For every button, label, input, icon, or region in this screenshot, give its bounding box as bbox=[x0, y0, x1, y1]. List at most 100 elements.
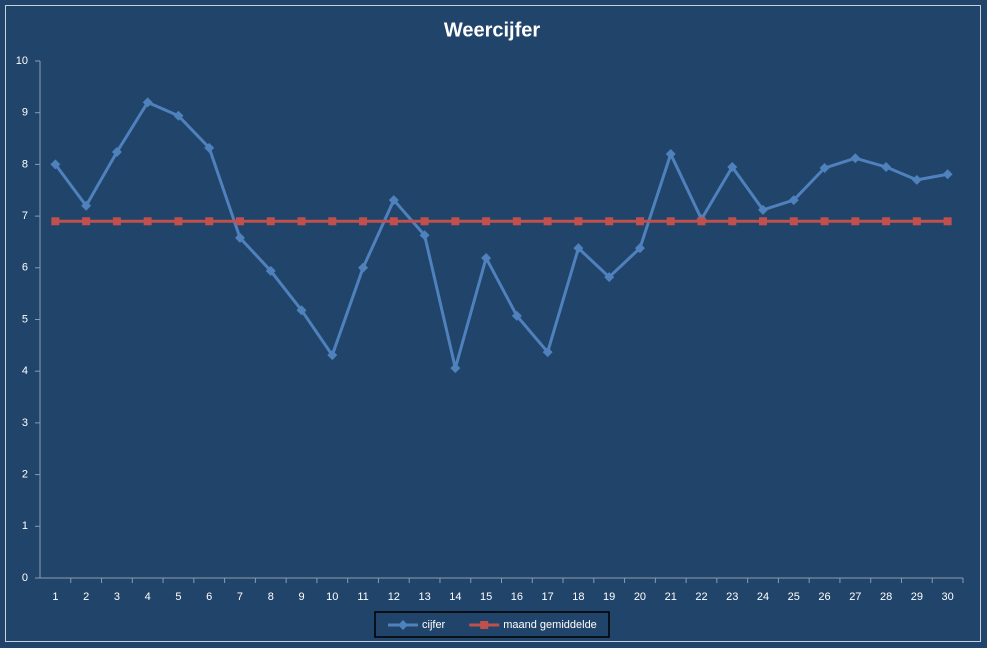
y-tick-label: 6 bbox=[22, 262, 28, 274]
x-tick-label: 2 bbox=[83, 591, 89, 603]
point bbox=[542, 347, 553, 358]
y-tick-label: 8 bbox=[22, 158, 28, 170]
point bbox=[512, 217, 521, 226]
x-tick-label: 13 bbox=[418, 591, 430, 603]
point bbox=[81, 200, 92, 211]
legend-box bbox=[374, 611, 610, 638]
point bbox=[511, 310, 522, 321]
y-tick-label: 1 bbox=[22, 520, 28, 532]
point bbox=[881, 161, 892, 172]
series-line bbox=[54, 100, 948, 369]
point bbox=[543, 217, 552, 226]
point bbox=[388, 195, 399, 206]
point bbox=[788, 195, 799, 206]
point bbox=[327, 350, 338, 361]
y-tick-label: 7 bbox=[22, 210, 28, 222]
x-tick-label: 15 bbox=[480, 591, 492, 603]
x-tick-label: 20 bbox=[634, 591, 646, 603]
x-tick-label: 6 bbox=[206, 591, 212, 603]
x-tick-label: 21 bbox=[665, 591, 677, 603]
y-tick-label: 4 bbox=[22, 365, 28, 377]
point bbox=[451, 217, 460, 226]
point bbox=[143, 217, 152, 226]
point bbox=[604, 272, 615, 283]
point bbox=[50, 159, 61, 170]
point bbox=[359, 217, 368, 226]
x-tick-label: 3 bbox=[114, 591, 120, 603]
point bbox=[758, 204, 769, 215]
x-tick-label: 18 bbox=[572, 591, 584, 603]
x-tick-label: 11 bbox=[357, 591, 368, 603]
point bbox=[942, 169, 953, 180]
point bbox=[481, 252, 492, 263]
point bbox=[759, 217, 768, 226]
x-tick-label: 28 bbox=[880, 591, 892, 603]
chart-border bbox=[5, 5, 981, 642]
point bbox=[296, 305, 307, 316]
x-tick-label: 29 bbox=[911, 591, 923, 603]
point bbox=[205, 217, 214, 226]
point bbox=[235, 217, 244, 226]
point bbox=[851, 217, 860, 226]
x-tick-label: 14 bbox=[449, 591, 461, 603]
x-tick-label: 30 bbox=[941, 591, 953, 603]
x-tick-label: 25 bbox=[788, 591, 800, 603]
point bbox=[573, 243, 584, 254]
point bbox=[204, 142, 215, 153]
point bbox=[820, 217, 829, 226]
x-tick-label: 26 bbox=[818, 591, 830, 603]
point bbox=[111, 146, 122, 157]
y-tick-label: 10 bbox=[16, 55, 28, 67]
point bbox=[389, 217, 398, 226]
point bbox=[697, 217, 706, 226]
point bbox=[727, 161, 738, 172]
x-tick-label: 9 bbox=[298, 591, 304, 603]
point bbox=[728, 217, 737, 226]
x-tick-label: 7 bbox=[237, 591, 243, 603]
point bbox=[882, 217, 891, 226]
point bbox=[850, 153, 861, 164]
point bbox=[482, 217, 491, 226]
point bbox=[112, 217, 121, 226]
point bbox=[634, 243, 645, 254]
point bbox=[51, 217, 60, 226]
point bbox=[297, 217, 306, 226]
x-tick-label: 5 bbox=[175, 591, 181, 603]
y-tick-label: 0 bbox=[22, 572, 28, 584]
y-tick-label: 9 bbox=[22, 107, 28, 119]
y-tick-label: 2 bbox=[22, 469, 28, 481]
x-tick-label: 12 bbox=[388, 591, 400, 603]
point bbox=[173, 110, 184, 121]
point bbox=[174, 217, 183, 226]
point bbox=[635, 217, 644, 226]
point bbox=[789, 217, 798, 226]
point bbox=[819, 163, 830, 174]
point bbox=[574, 217, 583, 226]
point bbox=[665, 149, 676, 160]
point bbox=[142, 97, 153, 108]
x-tick-label: 4 bbox=[145, 591, 151, 603]
x-tick-label: 17 bbox=[542, 591, 554, 603]
legend-label: maand gemiddelde bbox=[503, 619, 597, 631]
x-tick-label: 27 bbox=[849, 591, 861, 603]
legend-label: cijfer bbox=[422, 619, 446, 631]
point bbox=[266, 217, 275, 226]
point bbox=[912, 217, 921, 226]
chart-title: Weercijfer bbox=[444, 19, 541, 41]
x-tick-label: 10 bbox=[326, 591, 338, 603]
x-tick-label: 1 bbox=[52, 591, 58, 603]
point bbox=[358, 262, 369, 273]
legend-marker bbox=[398, 620, 408, 630]
point bbox=[450, 363, 461, 374]
x-tick-label: 19 bbox=[603, 591, 615, 603]
y-tick-label: 5 bbox=[22, 313, 28, 325]
x-tick-label: 16 bbox=[511, 591, 523, 603]
point bbox=[265, 265, 276, 276]
point bbox=[943, 217, 952, 226]
x-tick-label: 22 bbox=[695, 591, 707, 603]
legend-marker bbox=[480, 621, 489, 629]
point bbox=[328, 217, 337, 226]
point bbox=[605, 217, 614, 226]
point bbox=[419, 230, 430, 241]
